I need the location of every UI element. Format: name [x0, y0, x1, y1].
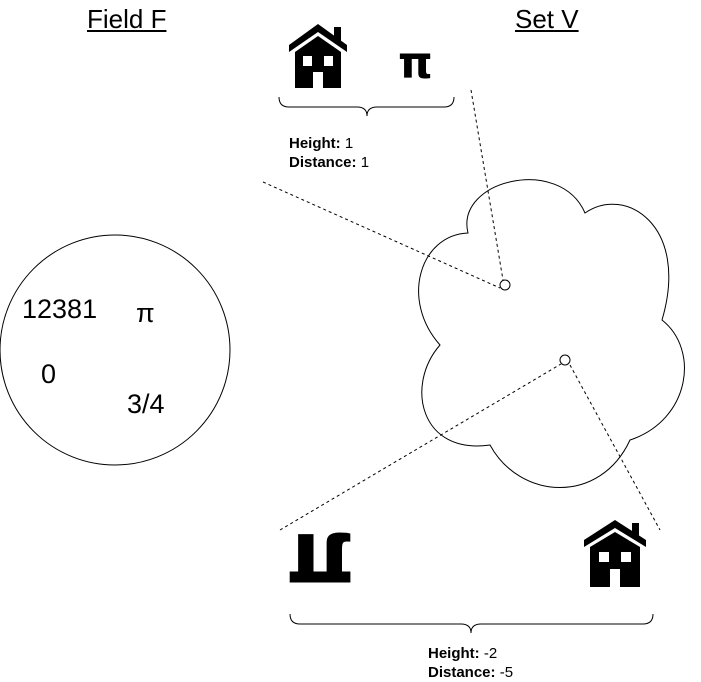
set-cloud: [418, 179, 685, 488]
field-element-12381: 12381: [22, 294, 98, 324]
distance-label: Distance:: [428, 664, 496, 681]
vector-bottom-info: Height: -2 Distance: -5: [428, 644, 513, 682]
field-element-three-quarters: 3/4: [127, 389, 165, 419]
flipped-pi-symbol: π: [286, 513, 356, 616]
vector-point-top: [499, 279, 511, 291]
field-element-zero: 0: [41, 359, 57, 389]
brace-bottom: [289, 613, 654, 634]
distance-value: -5: [499, 664, 514, 681]
house-icon: [289, 24, 347, 88]
connector-bottom-right: [569, 364, 661, 531]
house-icon: [584, 520, 646, 587]
vector-top-info: Height: 1 Distance: 1: [289, 134, 369, 172]
set-title: Set V: [515, 4, 579, 34]
height-value: 1: [344, 135, 354, 152]
distance-value: 1: [360, 154, 370, 171]
height-label: Height:: [289, 135, 341, 152]
field-circle: [0, 234, 231, 466]
height-label: Height:: [428, 645, 480, 662]
brace-top: [278, 96, 455, 117]
vector-top-pi-symbol: π: [398, 38, 433, 89]
connector-top-left: [262, 181, 501, 289]
field-element-pi: π: [136, 298, 155, 328]
connector-bottom-left: [279, 363, 562, 531]
distance-label: Distance:: [289, 154, 357, 171]
vector-bottom-flipped-pi: π: [286, 513, 356, 616]
height-value: -2: [483, 645, 498, 662]
vector-point-bottom: [559, 354, 571, 366]
connector-top-right: [470, 89, 504, 281]
field-title: Field F: [87, 4, 167, 34]
